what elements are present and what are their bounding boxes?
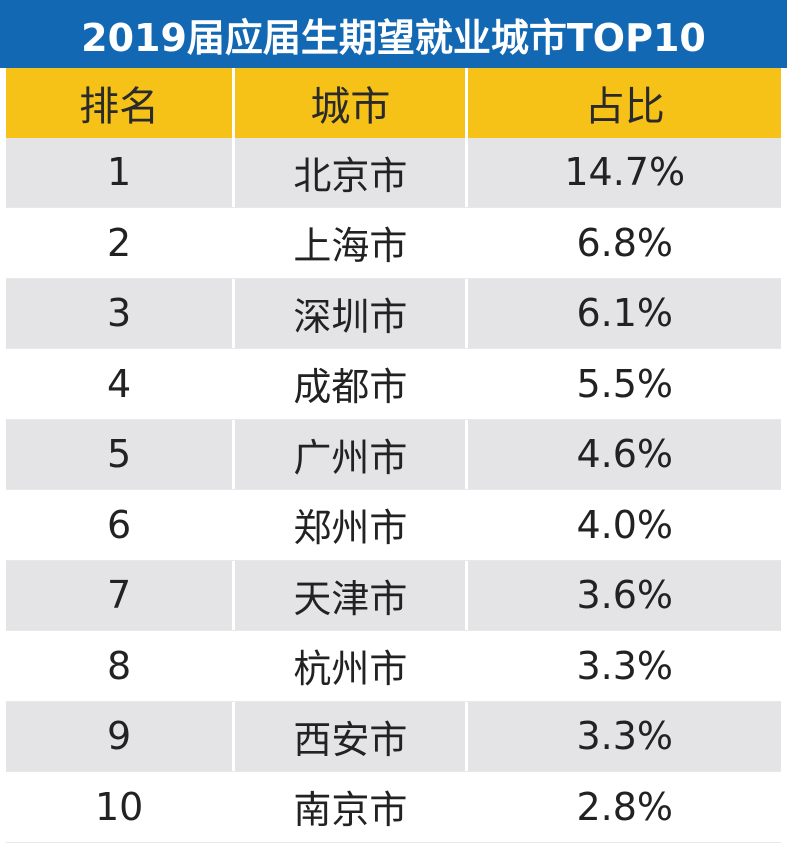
share-cell: 3.3%: [468, 701, 781, 771]
table-row: 4 成都市 5.5%: [6, 348, 781, 420]
share-cell: 14.7%: [468, 137, 781, 207]
rank-cell: 10: [6, 772, 233, 842]
share-cell: 4.6%: [468, 419, 781, 489]
rank-cell: 1: [6, 137, 233, 207]
city-cell: 西安市: [235, 701, 466, 771]
city-cell: 深圳市: [235, 278, 466, 348]
rank-cell: 2: [6, 208, 233, 278]
city-cell: 广州市: [235, 419, 466, 489]
header-city: 城市: [235, 68, 466, 138]
rank-cell: 3: [6, 278, 233, 348]
rank-cell: 6: [6, 490, 233, 560]
rank-cell: 9: [6, 701, 233, 771]
ranking-table: 排名 城市 占比 1 北京市 14.7% 2 上海市 6.8% 3 深圳市 6.…: [6, 68, 781, 843]
city-cell: 南京市: [235, 772, 466, 842]
table-row: 2 上海市 6.8%: [6, 207, 781, 279]
city-cell: 成都市: [235, 349, 466, 419]
table-header-row: 排名 城市 占比: [6, 68, 781, 138]
city-cell: 天津市: [235, 560, 466, 630]
table-title: 2019届应届生期望就业城市TOP10: [81, 15, 706, 60]
table-row: 5 广州市 4.6%: [6, 419, 781, 489]
title-bar: 2019届应届生期望就业城市TOP10: [0, 0, 787, 68]
city-cell: 郑州市: [235, 490, 466, 560]
rank-cell: 5: [6, 419, 233, 489]
share-cell: 4.0%: [468, 490, 781, 560]
header-share: 占比: [468, 68, 781, 138]
table-row: 8 杭州市 3.3%: [6, 630, 781, 702]
table-row: 6 郑州市 4.0%: [6, 489, 781, 561]
header-rank: 排名: [6, 68, 233, 138]
rank-cell: 4: [6, 349, 233, 419]
share-cell: 6.8%: [468, 208, 781, 278]
share-cell: 3.3%: [468, 631, 781, 701]
rank-cell: 7: [6, 560, 233, 630]
city-cell: 杭州市: [235, 631, 466, 701]
table-row: 9 西安市 3.3%: [6, 701, 781, 771]
table-row: 3 深圳市 6.1%: [6, 278, 781, 348]
table-row: 7 天津市 3.6%: [6, 560, 781, 630]
share-cell: 5.5%: [468, 349, 781, 419]
share-cell: 3.6%: [468, 560, 781, 630]
city-cell: 北京市: [235, 137, 466, 207]
rank-cell: 8: [6, 631, 233, 701]
table-row: 10 南京市 2.8%: [6, 771, 781, 843]
share-cell: 2.8%: [468, 772, 781, 842]
table-row: 1 北京市 14.7%: [6, 137, 781, 207]
city-cell: 上海市: [235, 208, 466, 278]
share-cell: 6.1%: [468, 278, 781, 348]
